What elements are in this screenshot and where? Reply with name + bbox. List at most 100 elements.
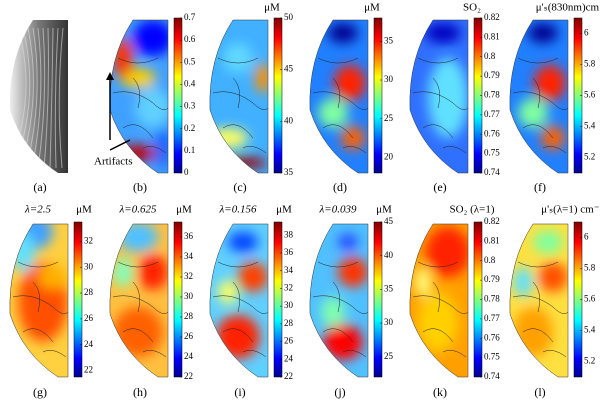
blob <box>113 38 133 78</box>
colorbar-tick-label: 24 <box>284 353 294 363</box>
panel-title: μ'ₛ(λ=1) cm⁻¹ <box>541 204 600 216</box>
colorbar-tick-label: 0.78 <box>484 294 500 304</box>
colorbar-tick-label: 5.8 <box>584 59 596 69</box>
outline <box>409 19 469 174</box>
contours <box>512 261 568 358</box>
colorbar-tick-label: 26 <box>84 313 94 323</box>
colorbar-tick-label: 30 <box>184 291 194 301</box>
blob <box>135 88 168 128</box>
blob <box>415 267 431 297</box>
panel-label: (b) <box>133 180 147 194</box>
panel <box>209 223 269 378</box>
annotation: Artifacts <box>94 156 132 168</box>
blob <box>218 280 238 304</box>
blob <box>155 128 168 168</box>
colorbar-tick-label: 0.74 <box>484 167 500 177</box>
colorbar-tick-label: 26 <box>284 336 294 346</box>
blob <box>334 65 366 101</box>
heatmap <box>409 20 468 173</box>
heatmap <box>409 224 468 377</box>
colorbar-tick-label: 0.75 <box>484 148 500 158</box>
panel-label: (h) <box>133 385 147 399</box>
streak <box>58 27 64 169</box>
contours <box>112 261 168 358</box>
colorbar-tick-label: 0.8 <box>484 255 496 265</box>
heatmap <box>9 224 68 377</box>
colorbar-tick-label: 0.81 <box>484 31 500 41</box>
blob <box>338 234 358 250</box>
blob <box>528 23 558 43</box>
panel-title: μM <box>364 2 380 14</box>
colorbar-tick-label: 34 <box>184 251 194 261</box>
arrow <box>109 139 131 151</box>
colorbar-tick-label: 0.79 <box>484 70 500 80</box>
panel-label: (j) <box>334 385 345 399</box>
panel <box>409 19 469 174</box>
colorbar-tick-label: 0.76 <box>484 332 500 342</box>
blob <box>533 230 563 254</box>
panel-label: (i) <box>234 385 245 399</box>
colorbar-tick-label: 25 <box>384 351 394 361</box>
panel <box>309 19 369 174</box>
colorbar-tick-label: 6 <box>584 28 589 38</box>
panel-label: (e) <box>433 180 446 194</box>
panel <box>9 223 69 378</box>
colorbar-tick-label: 24 <box>84 339 94 349</box>
colorbar-tick-label: 20 <box>384 152 394 162</box>
colorbar-tick-label: 5.6 <box>584 90 596 100</box>
colorbar <box>173 17 183 174</box>
colorbar-tick-label: 0.8 <box>484 51 496 61</box>
colorbar-tick-label: 0.76 <box>484 128 500 138</box>
colorbar <box>273 17 283 174</box>
outline <box>309 19 369 174</box>
blob <box>425 23 461 43</box>
colorbar-tick-label: 0.82 <box>484 12 500 22</box>
blob <box>138 254 168 290</box>
panel <box>209 19 269 174</box>
panel-label: (g) <box>33 385 47 399</box>
colorbar-tick-label: 28 <box>284 318 294 328</box>
contours <box>512 57 568 154</box>
colorbar <box>273 221 283 378</box>
contours <box>312 57 368 154</box>
colorbar-tick-label: 0.79 <box>484 274 500 284</box>
colorbar-tick-label: 24 <box>184 351 194 361</box>
colorbar-tick-label: 0.81 <box>484 235 500 245</box>
colorbar-tick-label: 32 <box>284 282 293 292</box>
outline <box>309 223 369 378</box>
heatmap-blobs <box>425 23 468 138</box>
colorbar-tick-label: 34 <box>284 265 294 275</box>
colorbar-tick-label: 32 <box>84 235 93 245</box>
blob <box>328 23 358 43</box>
heatmap <box>309 224 368 377</box>
panel <box>9 20 68 173</box>
colorbar-tick-label: 45 <box>384 216 394 226</box>
panel <box>509 19 569 174</box>
colorbar-tick-label: 0.77 <box>484 313 500 323</box>
blob <box>321 297 345 327</box>
colorbar-tick-label: 0.82 <box>484 216 500 226</box>
colorbar-tick-label: 0.4 <box>184 78 196 88</box>
panel-title: μ'ₛ(830nm)cm⁻¹ <box>536 2 600 14</box>
panel-unit: μM <box>176 204 192 216</box>
colorbar-tick-label: 40 <box>284 115 294 125</box>
colorbar-tick-label: 22 <box>84 365 93 375</box>
blob <box>38 265 68 289</box>
panel-title: SO₂ <box>463 2 481 14</box>
streak <box>54 27 59 169</box>
colorbar-tick-label: 30 <box>84 261 94 271</box>
panel-unit: μM <box>276 204 292 216</box>
blob <box>228 232 258 252</box>
colorbar <box>173 221 183 378</box>
outline <box>409 223 469 378</box>
heatmap-blobs <box>518 23 566 150</box>
blob <box>113 307 163 357</box>
contours <box>12 261 68 358</box>
colorbar-tick-label: 6 <box>584 232 589 242</box>
panel <box>109 19 169 174</box>
streak <box>49 27 54 169</box>
colorbar-tick-label: 5.4 <box>584 121 596 131</box>
panel-title: λ=0.039 <box>319 204 357 216</box>
contours <box>212 261 268 358</box>
